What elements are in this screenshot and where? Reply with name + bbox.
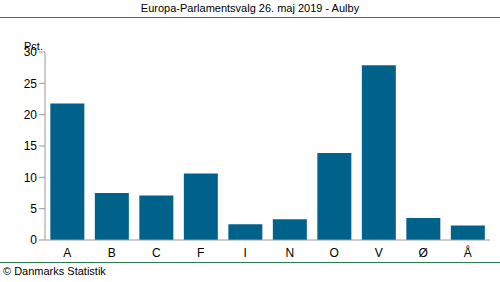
- svg-text:F: F: [197, 246, 204, 260]
- svg-text:V: V: [375, 246, 383, 260]
- svg-text:20: 20: [24, 108, 38, 122]
- svg-text:Å: Å: [464, 245, 472, 260]
- svg-text:Ø: Ø: [419, 246, 428, 260]
- svg-text:O: O: [330, 246, 339, 260]
- svg-text:5: 5: [30, 202, 37, 216]
- svg-text:B: B: [108, 246, 116, 260]
- svg-text:15: 15: [24, 139, 38, 153]
- svg-text:N: N: [285, 246, 294, 260]
- svg-text:0: 0: [30, 233, 37, 247]
- svg-text:25: 25: [24, 77, 38, 91]
- svg-text:10: 10: [24, 171, 38, 185]
- svg-text:I: I: [244, 246, 247, 260]
- svg-text:A: A: [63, 246, 71, 260]
- svg-text:30: 30: [24, 45, 38, 59]
- svg-text:C: C: [152, 246, 161, 260]
